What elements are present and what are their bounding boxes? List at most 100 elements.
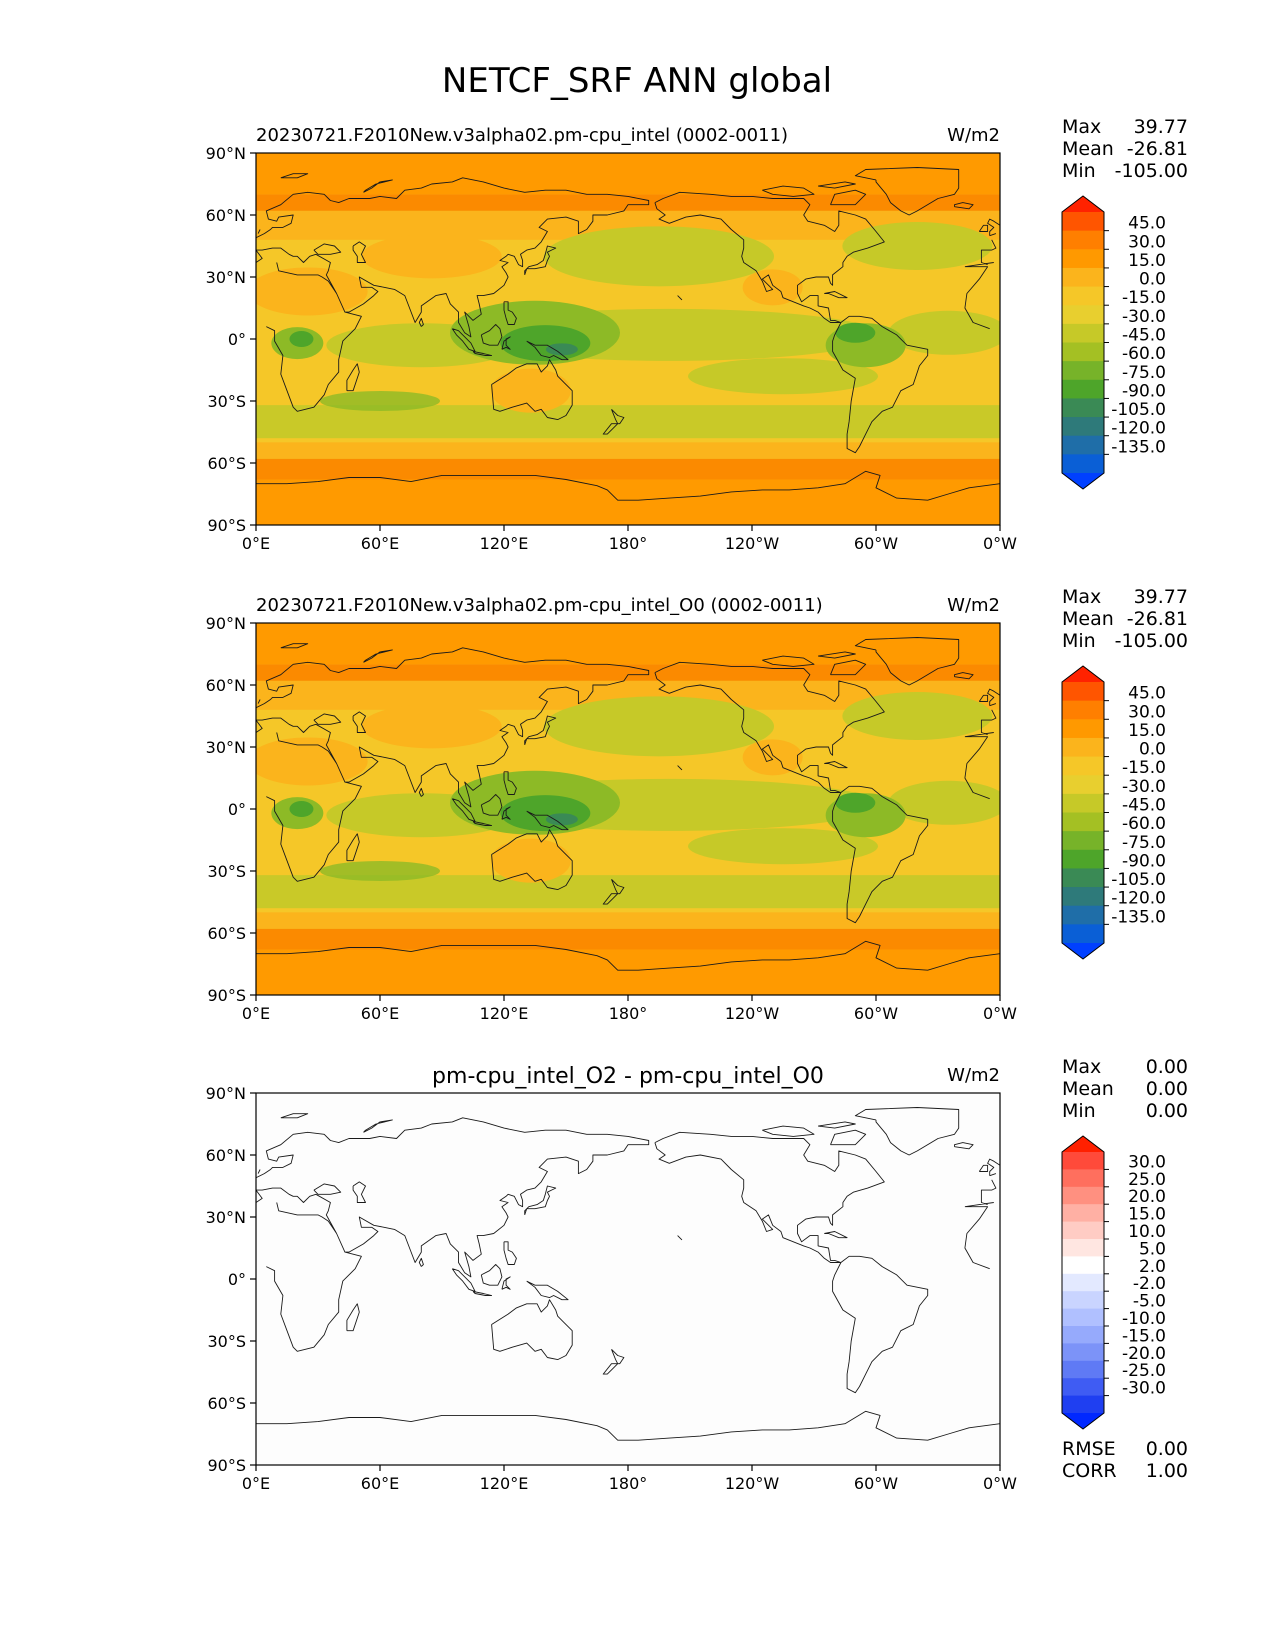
colorbar-band [1062, 737, 1104, 758]
coastlines [256, 637, 1000, 971]
colorbar-tick-label: 30.0 [1128, 232, 1166, 252]
y-tick-label: 30°N [206, 738, 246, 757]
colorbar-band [1062, 868, 1104, 888]
colorbar-tick-label: 0.0 [1139, 270, 1166, 290]
stat-value: 39.77 [1134, 586, 1188, 608]
colorbar-tick-label: -5.0 [1133, 1292, 1166, 1312]
colorbar-band [1062, 323, 1104, 343]
colorbar-band [1062, 831, 1104, 851]
field-congo-core [289, 801, 314, 817]
field-sahara [256, 267, 368, 316]
colorbar-band [1062, 849, 1104, 869]
field-north-band [256, 664, 1000, 681]
colorbar-band [1062, 1169, 1104, 1188]
coastlines [256, 167, 1000, 501]
stat-label: Mean [1062, 1078, 1114, 1100]
colorbar-band [1062, 1360, 1104, 1379]
colorbar-tick-label: -135.0 [1111, 907, 1166, 927]
stat-label: Max [1062, 116, 1101, 138]
colorbar-tick-label: -75.0 [1122, 833, 1166, 853]
field-australia [490, 368, 571, 413]
colorbar-tick-label: -75.0 [1122, 363, 1166, 383]
map-area [255, 1092, 1001, 1466]
colorbar-band [1062, 793, 1104, 813]
colorbar-band [1062, 1378, 1104, 1397]
colorbar-tick-label: -105.0 [1111, 870, 1166, 890]
colorbar-band [1062, 775, 1104, 795]
field-north-band [256, 194, 1000, 211]
units-label: W/m2 [947, 125, 1000, 146]
field-natl-storm [842, 222, 993, 270]
colorbar-tick-label: -30.0 [1122, 307, 1166, 327]
colorbar-tick-label: -120.0 [1111, 889, 1166, 909]
x-tick-label: 60°W [854, 1474, 898, 1493]
x-tick-label: 0°W [983, 534, 1017, 553]
map-area [255, 152, 1001, 526]
colorbar-band [1062, 887, 1104, 907]
colorbar-band [1062, 1186, 1104, 1205]
colorbar-band [1062, 1273, 1104, 1292]
x-tick-label: 60°E [361, 1004, 399, 1023]
field-se-pac [688, 358, 878, 395]
colorbar-tick-label: -120.0 [1111, 419, 1166, 439]
field-s-indian [320, 391, 440, 411]
colorbar-tick-label: 15.0 [1128, 251, 1166, 271]
field-convection [500, 325, 591, 362]
x-tick-label: 120°E [480, 1474, 529, 1493]
stat-label: Max [1062, 586, 1101, 608]
colorbar-band [1062, 1326, 1104, 1344]
y-tick-label: 0° [228, 330, 246, 349]
colorbar-tick-label: -45.0 [1122, 796, 1166, 816]
stat-value: -105.00 [1115, 630, 1188, 652]
colorbar-band [1062, 905, 1104, 925]
colorbar-band [1062, 1204, 1104, 1223]
panel-title: 20230721.F2010New.v3alpha02.pm-cpu_intel… [256, 595, 823, 616]
x-tick-label: 120°E [480, 534, 529, 553]
colorbar-band [1062, 924, 1104, 944]
colorbar-tick-label: 20.0 [1128, 1187, 1166, 1207]
y-tick-label: 60°N [206, 676, 246, 695]
y-tick-label: 90°S [207, 986, 246, 1005]
colorbar-tick-label: 30.0 [1128, 1152, 1166, 1172]
x-tick-label: 120°W [725, 1004, 780, 1023]
figure-title: NETCF_SRF ANN global [442, 61, 832, 101]
field-south-subpolar [256, 912, 1000, 929]
y-tick-label: 30°S [207, 862, 246, 881]
colorbar-tick-label: 2.0 [1139, 1257, 1166, 1277]
field-south-band [256, 928, 1000, 950]
y-tick-label: 30°N [206, 1208, 246, 1227]
stat-label: Min [1062, 1100, 1096, 1122]
y-tick-label: 0° [228, 1270, 246, 1289]
colorbar-band [1062, 286, 1104, 306]
colorbar-tick-label: 25.0 [1128, 1170, 1166, 1190]
field-amazon-core [835, 792, 876, 813]
x-tick-label: 0°W [983, 1474, 1017, 1493]
colorbar-tick-label: 5.0 [1139, 1239, 1166, 1259]
field-trop-atl [888, 780, 1000, 825]
x-tick-label: 60°E [361, 534, 399, 553]
field-trop-atl [888, 310, 1000, 355]
stat-value: 0.00 [1146, 1100, 1188, 1122]
stat-label: Min [1062, 160, 1096, 182]
colorbar-band [1062, 398, 1104, 418]
x-tick-label: 0°E [242, 1474, 270, 1493]
x-tick-label: 60°W [854, 534, 898, 553]
stat-label: Mean [1062, 138, 1114, 160]
colorbar-band [1062, 1308, 1104, 1327]
x-tick-label: 0°W [983, 1004, 1017, 1023]
stat-value: 0.00 [1146, 1078, 1188, 1100]
extra-stat-value: 0.00 [1146, 1438, 1188, 1460]
y-tick-label: 90°N [206, 614, 246, 633]
colorbar-extend-top [1062, 196, 1104, 212]
y-tick-label: 90°S [207, 516, 246, 535]
y-tick-label: 90°N [206, 1084, 246, 1103]
panel-3: pm-cpu_intel_O2 - pm-cpu_intel_O0 W/m2 0°E… [206, 1056, 1188, 1493]
field-core [545, 813, 578, 826]
stat-value: -26.81 [1127, 608, 1188, 630]
stat-value: -105.00 [1115, 160, 1188, 182]
panel-2: 20230721.F2010New.v3alpha02.pm-cpu_intel… [206, 586, 1188, 1023]
extra-stat-label: RMSE [1062, 1438, 1116, 1460]
units-label: W/m2 [947, 595, 1000, 616]
stat-label: Mean [1062, 608, 1114, 630]
